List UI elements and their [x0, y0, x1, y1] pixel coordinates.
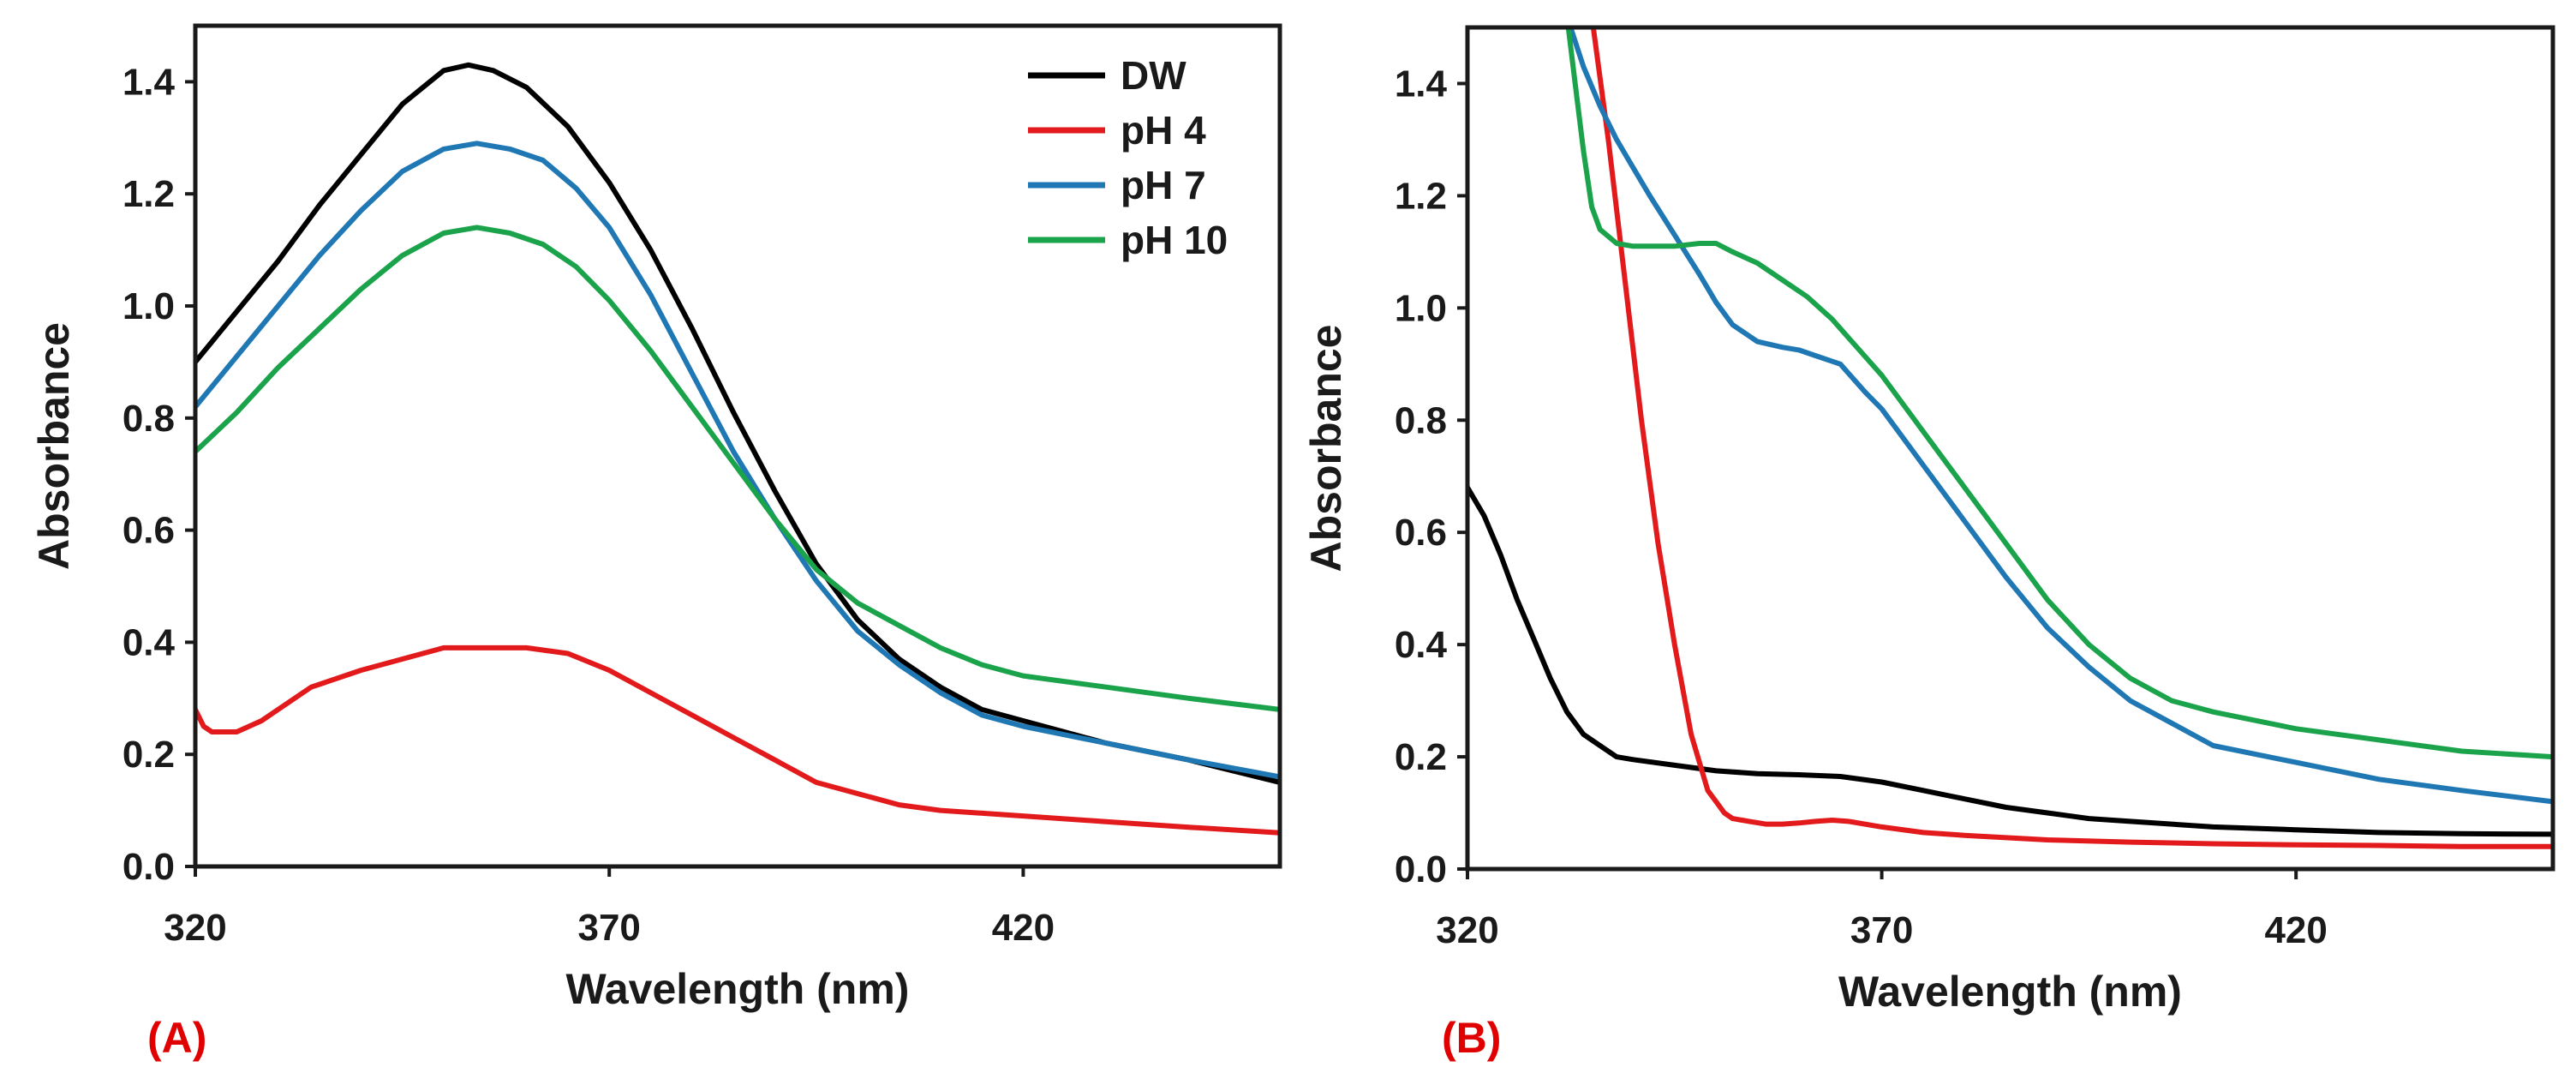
legend-label: pH 4: [1121, 108, 1206, 153]
x-axis-title: Wavelength (nm): [566, 965, 910, 1013]
y-tick-label: 0.8: [123, 398, 175, 440]
y-tick-label: 0.0: [1395, 848, 1447, 890]
legend-label: pH 10: [1121, 218, 1228, 262]
y-tick-label: 0.2: [1395, 736, 1447, 778]
y-tick-label: 0.0: [123, 846, 175, 888]
legend: DW pH 4 pH 7 pH 10: [1028, 53, 1228, 262]
y-tick-label: 1.2: [1395, 175, 1447, 217]
panel-label: (A): [147, 1014, 206, 1062]
series-line-dw: [195, 62, 1280, 785]
series-line-ph-4: [1590, 27, 2553, 849]
y-tick-label: 0.6: [1395, 512, 1447, 554]
x-tick-label: 370: [1850, 909, 1913, 951]
y-tick-label: 0.4: [1395, 624, 1448, 666]
legend-label: DW: [1121, 53, 1186, 98]
series-line-ph-10: [1565, 27, 2553, 760]
y-tick-label: 1.4: [1395, 63, 1448, 105]
panel-label: (B): [1442, 1014, 1501, 1062]
y-tick-label: 0.6: [123, 510, 175, 552]
x-axis-title: Wavelength (nm): [1838, 968, 2182, 1016]
plot-frame: [1465, 25, 2555, 872]
series-line-ph-10: [195, 225, 1280, 712]
x-tick-label: 320: [164, 907, 226, 949]
panel-b: 0.0 0.2 0.4 0.6 0.8 1.0 1.2 1.4 320 370 420 Wavelen…: [1302, 25, 2555, 1062]
series-group: [195, 62, 1280, 836]
y-tick-label: 0.4: [123, 621, 176, 663]
y-tick-label: 1.0: [1395, 287, 1447, 329]
series-line-ph-4: [195, 644, 1280, 836]
y-tick-label: 0.2: [123, 734, 175, 776]
y-tick-label: 1.0: [123, 285, 175, 327]
x-tick-label: 370: [577, 907, 640, 949]
x-tick-label: 420: [992, 907, 1055, 949]
y-tick-label: 1.4: [123, 61, 176, 103]
series-group: [1467, 27, 2553, 849]
x-tick-label: 420: [2264, 909, 2327, 951]
y-tick-label: 1.2: [123, 173, 175, 215]
series-line-ph-7: [1568, 27, 2553, 805]
series-line-dw: [1467, 484, 2553, 837]
legend-label: pH 7: [1121, 163, 1206, 207]
x-tick-label: 320: [1436, 909, 1498, 951]
plot-frame: [193, 23, 1282, 869]
y-tick-label: 0.8: [1395, 399, 1447, 441]
y-axis-title: Absorbance: [30, 322, 78, 570]
y-axis-title: Absorbance: [1302, 325, 1350, 572]
series-line-ph-7: [195, 141, 1280, 780]
panel-a: 0.0 0.2 0.4 0.6 0.8 1.0 1.2 1.4 320 370 420 Wavelen…: [30, 23, 1282, 1062]
